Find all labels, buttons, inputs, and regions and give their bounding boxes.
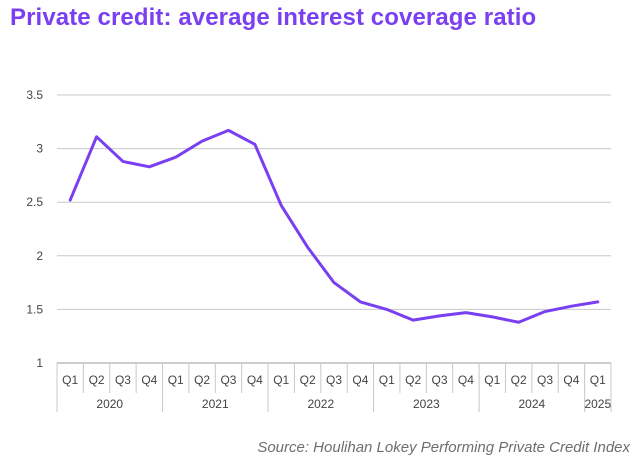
- source-note: Source: Houlihan Lokey Performing Privat…: [257, 439, 630, 456]
- x-group-label: 2023: [413, 397, 440, 411]
- x-tick-label: Q2: [405, 373, 421, 387]
- x-tick-label: Q1: [168, 373, 184, 387]
- x-tick-label: Q3: [326, 373, 342, 387]
- chart-title: Private credit: average interest coverag…: [10, 4, 537, 31]
- x-tick-label: Q2: [300, 373, 316, 387]
- x-tick-label: Q4: [247, 373, 263, 387]
- y-tick-label: 3: [36, 142, 43, 156]
- x-group-label: 2025: [584, 397, 611, 411]
- x-group-label: 2024: [519, 397, 546, 411]
- x-tick-label: Q2: [511, 373, 527, 387]
- x-tick-label: Q2: [89, 373, 105, 387]
- x-tick-label: Q4: [141, 373, 157, 387]
- x-group-label: 2021: [202, 397, 229, 411]
- x-tick-label: Q3: [115, 373, 131, 387]
- x-group-label: 2020: [96, 397, 123, 411]
- y-axis-labels: 1 1.5 2 2.5 3 3.5: [26, 88, 43, 370]
- x-tick-label: Q3: [220, 373, 236, 387]
- x-tick-label: Q1: [590, 373, 606, 387]
- series-group: [68, 128, 600, 324]
- y-tick-label: 1: [36, 356, 43, 370]
- x-tick-label: Q1: [62, 373, 78, 387]
- x-tick-label: Q3: [432, 373, 448, 387]
- y-tick-label: 2: [36, 249, 43, 263]
- x-tick-label: Q4: [352, 373, 368, 387]
- y-tick-label: 3.5: [26, 88, 43, 102]
- x-group-label: 2022: [307, 397, 334, 411]
- x-tick-label: Q1: [379, 373, 395, 387]
- x-axis: Q1 Q2 Q3 Q4 Q1 Q2 Q3 Q4 Q1 Q2 Q3 Q4 Q1 Q2 Q3 Q4 Q1 Q2 Q3 Q4…: [56, 363, 612, 412]
- gridlines: [57, 94, 611, 364]
- y-tick-label: 1.5: [26, 302, 43, 316]
- y-tick-label: 2.5: [26, 195, 43, 209]
- x-tick-label: Q4: [458, 373, 474, 387]
- x-tick-label: Q3: [537, 373, 553, 387]
- series-line: [68, 128, 600, 324]
- x-tick-label: Q1: [484, 373, 500, 387]
- x-tick-label: Q4: [563, 373, 579, 387]
- x-tick-label: Q2: [194, 373, 210, 387]
- x-tick-label: Q1: [273, 373, 289, 387]
